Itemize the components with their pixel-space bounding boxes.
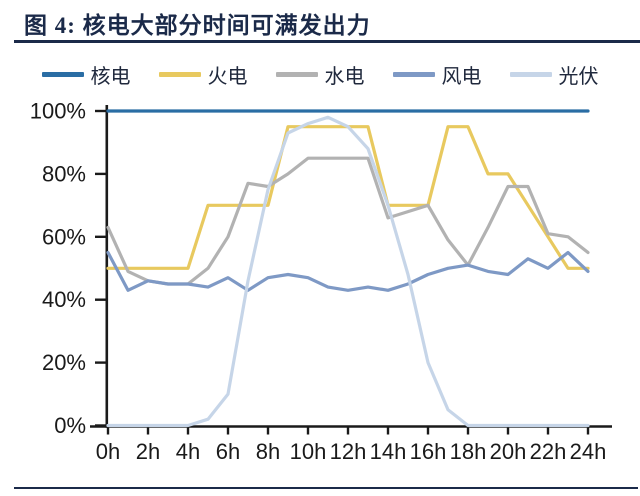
x-tick-label: 14h: [370, 439, 407, 464]
legend-swatch-nuclear: [41, 72, 84, 77]
legend-label-wind: 风电: [441, 66, 482, 88]
series-line-wind: [106, 250, 590, 292]
x-tick-label: 4h: [176, 439, 200, 464]
footer-divider: [14, 487, 638, 489]
x-tick-label: 24h: [570, 439, 607, 464]
legend-label-solar: 光伏: [558, 66, 599, 88]
x-tick-label: 10h: [290, 439, 327, 464]
title-divider: [14, 40, 640, 43]
x-tick-label: 18h: [450, 439, 487, 464]
x-tick-label: 6h: [216, 439, 240, 464]
figure-title: 图 4: 核电大部分时间可满发出力: [24, 13, 371, 38]
legend-swatch-wind: [392, 72, 435, 77]
y-tick-label: 80%: [42, 161, 86, 186]
y-tick-label: 20%: [42, 350, 86, 375]
y-tick-label: 60%: [42, 224, 86, 249]
legend-item-thermal: 火电: [158, 60, 248, 89]
legend-label-hydro: 水电: [324, 66, 365, 88]
legend-swatch-hydro: [275, 72, 318, 77]
y-tick-label: 100%: [30, 99, 86, 124]
legend-item-wind: 风电: [392, 60, 482, 89]
x-tick-label: 20h: [490, 439, 527, 464]
series-line-solar: [106, 115, 590, 428]
legend-item-hydro: 水电: [275, 60, 365, 89]
legend-item-solar: 光伏: [509, 60, 599, 89]
x-tick-label: 8h: [256, 439, 280, 464]
x-tick-label: 0h: [96, 439, 120, 464]
series-line-thermal: [106, 125, 590, 270]
x-tick-label: 12h: [330, 439, 367, 464]
legend-swatch-solar: [509, 72, 552, 77]
y-tick-label: 0%: [54, 413, 86, 438]
legend-swatch-thermal: [158, 72, 201, 77]
legend-label-nuclear: 核电: [90, 66, 131, 88]
legend-label-thermal: 火电: [207, 66, 248, 88]
series-line-hydro: [106, 156, 590, 286]
legend-item-nuclear: 核电: [41, 60, 131, 89]
chart-legend: 核电 火电 水电 风电 光伏: [0, 60, 640, 89]
x-tick-label: 2h: [136, 439, 160, 464]
x-tick-label: 16h: [410, 439, 447, 464]
y-tick-label: 40%: [42, 287, 86, 312]
x-tick-label: 22h: [530, 439, 567, 464]
